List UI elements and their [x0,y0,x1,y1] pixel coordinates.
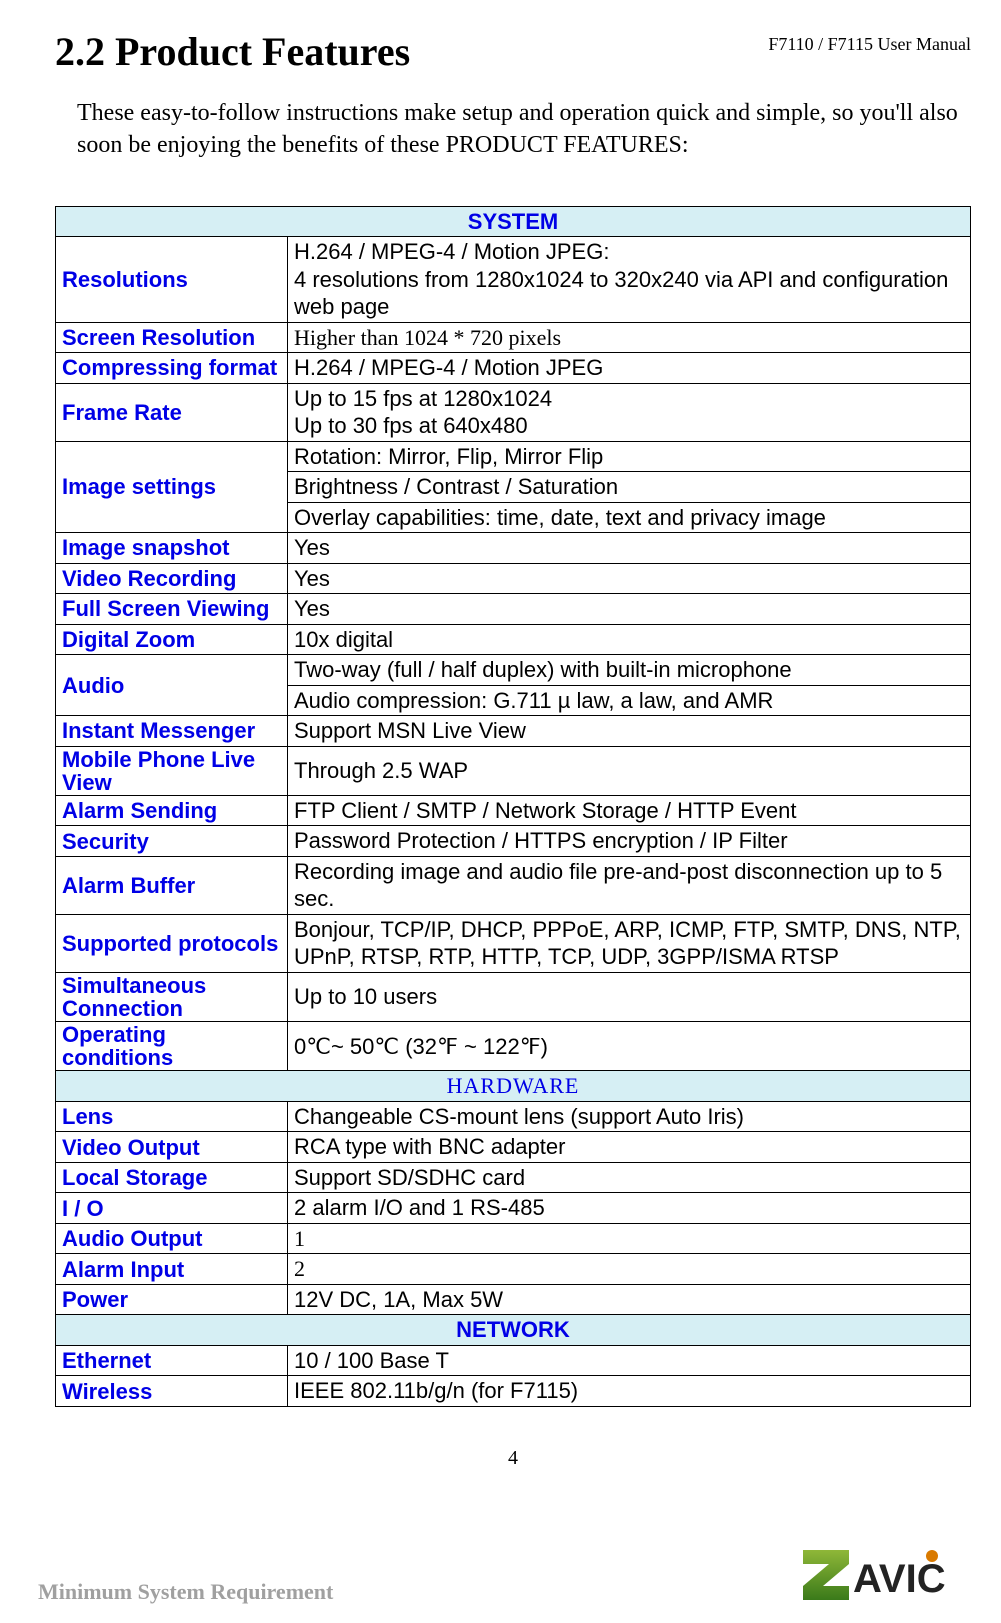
table-section-row: SYSTEM [56,206,971,237]
table-row: Resolutions H.264 / MPEG-4 / Motion JPEG… [56,237,971,323]
row-value: Up to 15 fps at 1280x1024 Up to 30 fps a… [288,383,971,441]
row-label: Image snapshot [56,533,288,564]
row-label: Video Recording [56,563,288,594]
table-row: Screen Resolution Higher than 1024 * 720… [56,322,971,353]
table-row: Image snapshot Yes [56,533,971,564]
row-value: 2 [288,1254,971,1285]
table-row: I / O 2 alarm I/O and 1 RS-485 [56,1193,971,1224]
row-value: H.264 / MPEG-4 / Motion JPEG: 4 resoluti… [288,237,971,323]
table-row: Simultaneous Connection Up to 10 users [56,972,971,1021]
row-value: Through 2.5 WAP [288,746,971,795]
row-value: H.264 / MPEG-4 / Motion JPEG [288,353,971,384]
page-footer: Minimum System Requirement AVIC [38,1579,971,1605]
table-row: Audio Output 1 [56,1223,971,1254]
table-row: Local Storage Support SD/SDHC card [56,1162,971,1193]
table-row: Image settings Rotation: Mirror, Flip, M… [56,441,971,472]
row-label: Digital Zoom [56,624,288,655]
row-value: 10 / 100 Base T [288,1345,971,1376]
table-row: Compressing format H.264 / MPEG-4 / Moti… [56,353,971,384]
row-label: Lens [56,1101,288,1132]
row-label: Mobile Phone Live View [56,746,288,795]
row-label: Alarm Buffer [56,856,288,914]
table-row: Alarm Sending FTP Client / SMTP / Networ… [56,795,971,826]
row-value: Yes [288,594,971,625]
row-label: Wireless [56,1376,288,1407]
row-label: Compressing format [56,353,288,384]
table-row: Lens Changeable CS-mount lens (support A… [56,1101,971,1132]
row-value: 10x digital [288,624,971,655]
row-label: Frame Rate [56,383,288,441]
table-row: Digital Zoom 10x digital [56,624,971,655]
row-value: Password Protection / HTTPS encryption /… [288,826,971,857]
table-row: Frame Rate Up to 15 fps at 1280x1024 Up … [56,383,971,441]
row-label: Instant Messenger [56,716,288,747]
section-intro: These easy-to-follow instructions make s… [77,97,971,162]
row-label: Screen Resolution [56,322,288,353]
row-label: Full Screen Viewing [56,594,288,625]
row-value: 2 alarm I/O and 1 RS-485 [288,1193,971,1224]
table-row: Full Screen Viewing Yes [56,594,971,625]
row-value: IEEE 802.11b/g/n (for F7115) [288,1376,971,1407]
page-number: 4 [55,1447,971,1470]
row-label: Audio [56,655,288,716]
row-value: Up to 10 users [288,972,971,1021]
table-row: Security Password Protection / HTTPS enc… [56,826,971,857]
table-row: Video Output RCA type with BNC adapter [56,1132,971,1163]
table-row: Power 12V DC, 1A, Max 5W [56,1284,971,1315]
row-label: Supported protocols [56,914,288,972]
row-value: 1 [288,1223,971,1254]
row-value: Support MSN Live View [288,716,971,747]
row-label: Ethernet [56,1345,288,1376]
row-value: Bonjour, TCP/IP, DHCP, PPPoE, ARP, ICMP,… [288,914,971,972]
row-value: Higher than 1024 * 720 pixels [288,322,971,353]
row-label: Video Output [56,1132,288,1163]
document-page: F7110 / F7115 User Manual 2.2 Product Fe… [0,28,1001,1623]
section-head-hardware: HARDWARE [56,1071,971,1102]
logo-text: AVIC [853,1557,946,1601]
row-value: Audio compression: G.711 µ law, a law, a… [288,685,971,716]
row-value: Yes [288,533,971,564]
section-head-network: NETWORK [56,1315,971,1346]
row-value: Two-way (full / half duplex) with built-… [288,655,971,686]
row-value: Changeable CS-mount lens (support Auto I… [288,1101,971,1132]
row-label: Image settings [56,441,288,533]
table-section-row: NETWORK [56,1315,971,1346]
row-label: Audio Output [56,1223,288,1254]
row-value: Rotation: Mirror, Flip, Mirror Flip [288,441,971,472]
table-row: Ethernet 10 / 100 Base T [56,1345,971,1376]
row-value: Recording image and audio file pre-and-p… [288,856,971,914]
row-value: 12V DC, 1A, Max 5W [288,1284,971,1315]
row-label: Alarm Sending [56,795,288,826]
table-section-row: HARDWARE [56,1071,971,1102]
row-value: RCA type with BNC adapter [288,1132,971,1163]
brand-logo-icon: AVIC [801,1542,971,1611]
row-label: Local Storage [56,1162,288,1193]
row-value: Brightness / Contrast / Saturation [288,472,971,503]
row-label: Simultaneous Connection [56,972,288,1021]
table-row: Alarm Buffer Recording image and audio f… [56,856,971,914]
section-head-system: SYSTEM [56,206,971,237]
row-label: Resolutions [56,237,288,323]
table-row: Mobile Phone Live View Through 2.5 WAP [56,746,971,795]
row-label: Alarm Input [56,1254,288,1285]
table-row: Supported protocols Bonjour, TCP/IP, DHC… [56,914,971,972]
table-row: Operating conditions 0℃~ 50℃ (32℉ ~ 122℉… [56,1022,971,1071]
row-value: Yes [288,563,971,594]
table-row: Instant Messenger Support MSN Live View [56,716,971,747]
header-right-text: F7110 / F7115 User Manual [768,34,971,55]
row-value: Overlay capabilities: time, date, text a… [288,502,971,533]
row-value: Support SD/SDHC card [288,1162,971,1193]
footer-left-text: Minimum System Requirement [38,1579,333,1604]
row-label: Power [56,1284,288,1315]
row-value: FTP Client / SMTP / Network Storage / HT… [288,795,971,826]
spec-table: SYSTEM Resolutions H.264 / MPEG-4 / Moti… [55,206,971,1407]
row-label: Security [56,826,288,857]
table-row: Video Recording Yes [56,563,971,594]
row-value: 0℃~ 50℃ (32℉ ~ 122℉) [288,1022,971,1071]
table-row: Wireless IEEE 802.11b/g/n (for F7115) [56,1376,971,1407]
table-row: Audio Two-way (full / half duplex) with … [56,655,971,686]
row-label: Operating conditions [56,1022,288,1071]
row-label: I / O [56,1193,288,1224]
table-row: Alarm Input 2 [56,1254,971,1285]
